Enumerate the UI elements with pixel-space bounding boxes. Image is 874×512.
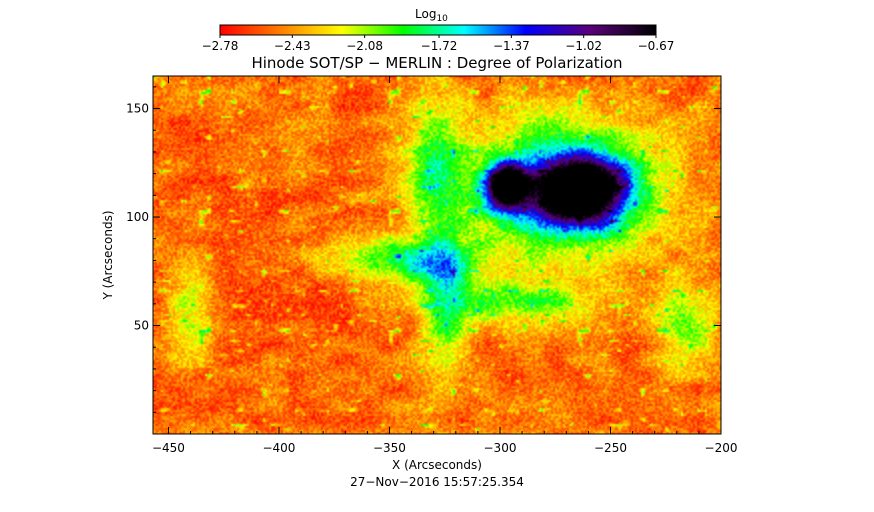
y-axis: 50 100 150 <box>126 86 721 413</box>
x-tick-label: −300 <box>484 441 517 455</box>
y-tick-label: 100 <box>126 210 149 224</box>
chart-title: Hinode SOT/SP − MERLIN : Degree of Polar… <box>251 54 622 72</box>
plot-frame <box>152 75 722 435</box>
x-axis: −450 −400 −350 −300 −250 −200 <box>152 76 737 455</box>
y-axis-label: Y (Arcseconds) <box>101 210 115 300</box>
heatmap-image <box>153 76 721 434</box>
x-tick-label: −350 <box>373 441 406 455</box>
x-tick-label: −450 <box>152 441 185 455</box>
colorbar-tick-label: −2.08 <box>346 39 383 53</box>
x-tick-label: −250 <box>594 441 627 455</box>
x-axis-label: X (Arcseconds) <box>392 458 482 472</box>
colorbar-tick-label: −1.72 <box>421 39 458 53</box>
colorbar-tick-label: −2.43 <box>274 39 311 53</box>
colorbar-ticks: −2.78 −2.43 −2.08 −1.72 −1.37 −1.02 −0.67 <box>202 35 675 53</box>
colorbar-tick-label: −2.78 <box>202 39 239 53</box>
x-tick-label: −200 <box>705 441 738 455</box>
colorbar-tick-label: −1.02 <box>565 39 602 53</box>
y-tick-label: 150 <box>126 102 149 116</box>
observation-timestamp: 27−Nov−2016 15:57:25.354 <box>350 475 524 489</box>
colorbar <box>219 24 657 36</box>
colorbar-tick-label: −0.67 <box>638 39 675 53</box>
colorbar-label: Log10 <box>415 7 448 24</box>
colorbar-tick-label: −1.37 <box>493 39 530 53</box>
x-tick-label: −400 <box>262 441 295 455</box>
y-tick-label: 50 <box>134 319 149 333</box>
